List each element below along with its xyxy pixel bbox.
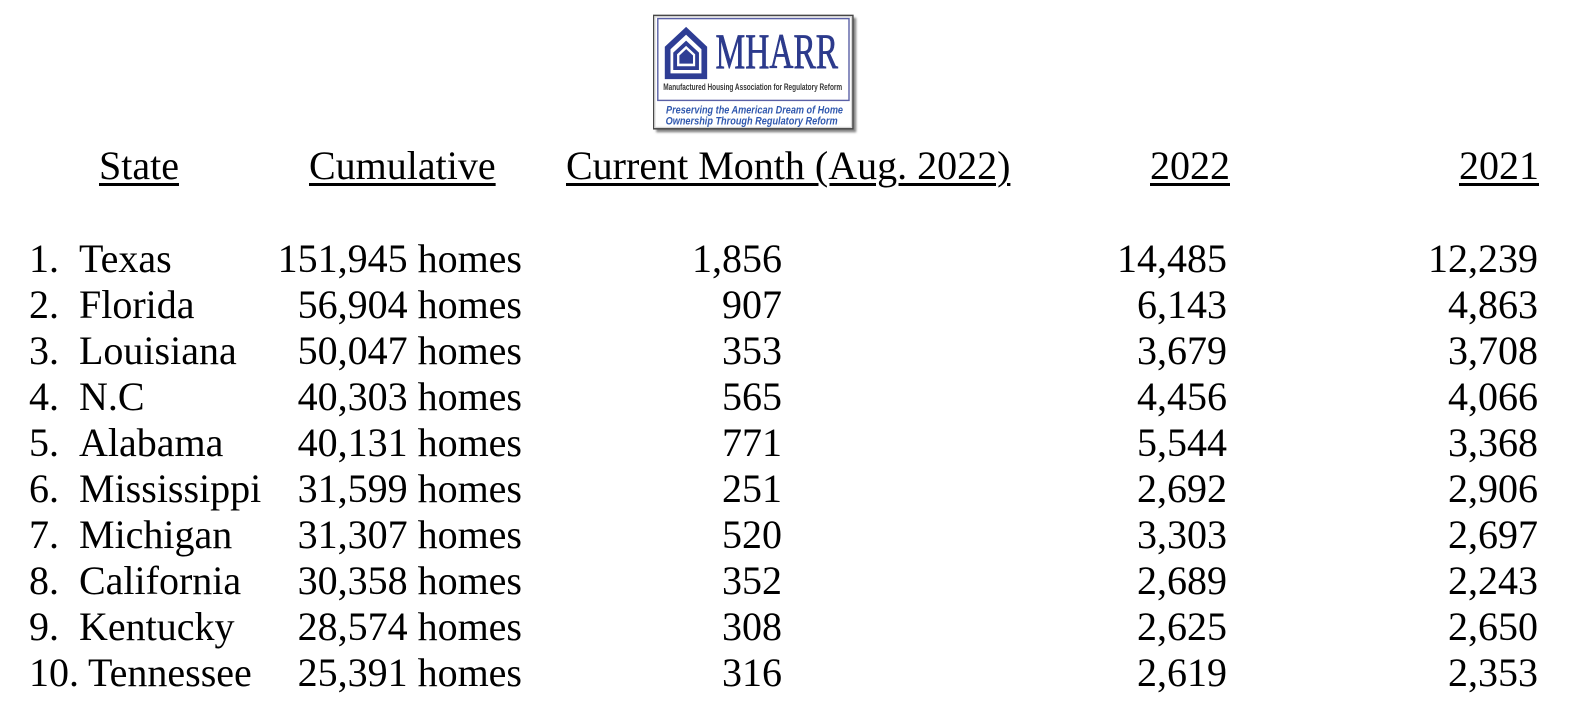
svg-text:Manufactured Housing Associati: Manufactured Housing Association for Reg… <box>663 82 842 92</box>
svg-text:Ownership Through Regulatory R: Ownership Through Regulatory Reform <box>666 116 838 128</box>
svg-text:Preserving the American Dream: Preserving the American Dream of Home <box>666 105 843 117</box>
svg-text:MHARR: MHARR <box>716 24 839 79</box>
